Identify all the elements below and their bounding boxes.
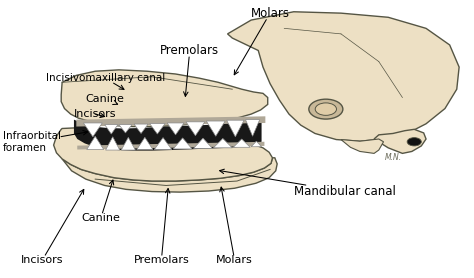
- Text: Premolars: Premolars: [160, 44, 219, 96]
- Text: M.N.: M.N.: [384, 153, 401, 162]
- Polygon shape: [74, 117, 262, 151]
- Polygon shape: [155, 138, 172, 150]
- Text: Molars: Molars: [216, 187, 253, 265]
- Polygon shape: [206, 121, 225, 136]
- Text: Incisors: Incisors: [21, 189, 84, 265]
- Polygon shape: [341, 139, 383, 153]
- Polygon shape: [374, 129, 426, 153]
- Polygon shape: [167, 123, 184, 135]
- Text: Infraorbital
foramen: Infraorbital foramen: [3, 131, 88, 153]
- Polygon shape: [54, 128, 273, 181]
- Ellipse shape: [315, 103, 337, 115]
- Polygon shape: [134, 124, 148, 133]
- Text: Incisivomaxillary canal: Incisivomaxillary canal: [46, 73, 165, 90]
- Polygon shape: [87, 136, 104, 150]
- Polygon shape: [77, 142, 264, 150]
- Polygon shape: [193, 138, 212, 148]
- Text: Mandibular canal: Mandibular canal: [219, 169, 396, 198]
- Polygon shape: [186, 122, 205, 136]
- Polygon shape: [246, 120, 260, 136]
- Polygon shape: [227, 120, 244, 137]
- Polygon shape: [106, 137, 120, 150]
- Text: Canine: Canine: [82, 180, 120, 223]
- Polygon shape: [137, 137, 153, 150]
- Polygon shape: [173, 138, 192, 149]
- Polygon shape: [121, 137, 136, 150]
- Polygon shape: [251, 141, 262, 147]
- Polygon shape: [213, 138, 232, 148]
- Text: Canine: Canine: [86, 94, 125, 105]
- Polygon shape: [76, 116, 265, 126]
- Polygon shape: [62, 158, 277, 192]
- Polygon shape: [150, 123, 165, 134]
- Polygon shape: [228, 12, 459, 141]
- Text: Molars: Molars: [234, 7, 290, 75]
- Ellipse shape: [309, 99, 343, 119]
- Polygon shape: [61, 70, 268, 126]
- Text: Incisors: Incisors: [74, 109, 117, 119]
- Polygon shape: [83, 123, 102, 137]
- Polygon shape: [105, 125, 118, 134]
- Text: Premolars: Premolars: [134, 188, 189, 265]
- Ellipse shape: [407, 138, 421, 146]
- Polygon shape: [119, 125, 132, 133]
- Polygon shape: [233, 139, 250, 147]
